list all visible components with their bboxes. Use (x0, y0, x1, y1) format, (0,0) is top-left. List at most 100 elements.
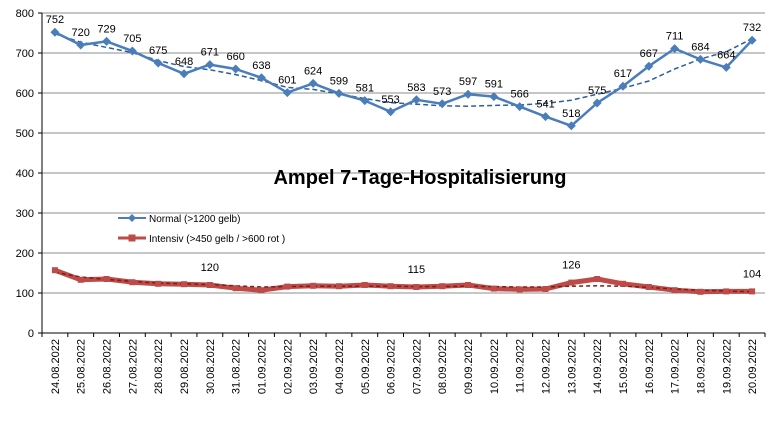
legend-item-normal[interactable]: Normal (>1200 gelb) (118, 214, 240, 225)
intensiv-point[interactable] (413, 284, 420, 290)
normal-point[interactable] (50, 27, 60, 37)
x-tick-label: 14.09.2022 (592, 339, 604, 394)
normal-point[interactable] (515, 102, 525, 112)
x-tick-label: 19.09.2022 (721, 339, 733, 394)
normal-point[interactable] (489, 92, 499, 102)
intensiv-point[interactable] (619, 280, 626, 287)
intensiv-point[interactable] (749, 288, 756, 295)
intensiv-point[interactable] (542, 286, 549, 292)
series-line-intensiv (54, 267, 753, 295)
intensiv-point[interactable] (77, 276, 84, 283)
intensiv-point[interactable] (645, 284, 652, 290)
normal-point[interactable] (592, 98, 602, 108)
y-tick-label: 100 (16, 288, 34, 300)
intensiv-point[interactable] (284, 283, 291, 290)
normal-point[interactable] (566, 121, 576, 131)
normal-point[interactable] (205, 60, 215, 70)
normal-point[interactable] (411, 95, 421, 105)
normal-point[interactable] (721, 62, 731, 72)
intensiv-point[interactable] (723, 288, 730, 295)
x-tick-label: 07.09.2022 (411, 339, 423, 394)
y-tick-label: 800 (16, 8, 34, 20)
x-tick-label: 08.09.2022 (437, 339, 449, 394)
legend: Normal (>1200 gelb) Intensiv (>450 gelb … (118, 214, 285, 245)
x-tick-label: 30.08.2022 (205, 339, 217, 394)
y-tick-label: 600 (16, 88, 34, 100)
intensiv-point[interactable] (51, 267, 58, 274)
normal-data-label: 720 (72, 27, 90, 39)
normal-data-label: 675 (149, 45, 167, 57)
gridlines (38, 12, 765, 334)
normal-point[interactable] (334, 88, 344, 98)
axes (41, 13, 766, 337)
normal-data-label: 566 (511, 89, 529, 101)
intensiv-point[interactable] (671, 287, 678, 294)
y-tick-label: 300 (16, 208, 34, 220)
intensiv-point[interactable] (697, 288, 704, 295)
x-tick-label: 03.09.2022 (308, 339, 320, 394)
normal-point[interactable] (618, 81, 628, 91)
x-tick-label: 26.08.2022 (102, 339, 114, 394)
x-tick-label: 25.08.2022 (76, 339, 88, 394)
normal-point[interactable] (282, 88, 292, 98)
intensiv-point[interactable] (516, 286, 523, 293)
x-tick-label: 17.09.2022 (670, 339, 682, 394)
normal-data-label: 601 (278, 75, 296, 87)
normal-data-label: 660 (226, 51, 244, 63)
x-tick-label: 02.09.2022 (282, 339, 294, 394)
normal-data-label: 597 (459, 76, 477, 88)
normal-point[interactable] (231, 64, 241, 74)
intensiv-point[interactable] (155, 280, 162, 287)
normal-data-label: 581 (356, 83, 374, 95)
legend-item-intensiv[interactable]: Intensiv (>450 gelb / >600 rot ) (118, 234, 285, 245)
normal-point[interactable] (747, 35, 757, 45)
normal-point[interactable] (360, 96, 370, 106)
intensiv-point[interactable] (129, 279, 136, 286)
intensiv-data-label: 120 (201, 262, 219, 274)
legend-marker-intensiv (128, 234, 136, 242)
x-tick-label: 16.09.2022 (644, 339, 656, 394)
intensiv-point[interactable] (361, 282, 368, 288)
trendline-normal (54, 33, 753, 107)
x-tick-label: 31.08.2022 (231, 339, 243, 394)
intensiv-point[interactable] (490, 285, 497, 292)
normal-point[interactable] (102, 36, 112, 46)
x-tick-label: 09.09.2022 (463, 339, 475, 394)
x-tick-label: 05.09.2022 (360, 339, 372, 394)
x-tick-label: 12.09.2022 (541, 339, 553, 394)
intensiv-point[interactable] (594, 276, 601, 282)
normal-point[interactable] (386, 107, 396, 117)
normal-point[interactable] (179, 69, 189, 79)
intensiv-point[interactable] (465, 282, 472, 288)
normal-data-label: 624 (304, 65, 322, 77)
intensiv-point[interactable] (232, 285, 239, 292)
normal-point[interactable] (437, 99, 447, 109)
normal-point[interactable] (541, 112, 551, 122)
intensiv-point[interactable] (310, 282, 317, 289)
x-tick-label: 10.09.2022 (489, 339, 501, 394)
intensiv-point[interactable] (439, 283, 446, 290)
intensiv-point[interactable] (206, 282, 213, 288)
x-tick-label: 24.08.2022 (50, 339, 62, 394)
normal-point[interactable] (127, 46, 137, 56)
normal-point[interactable] (256, 73, 266, 83)
intensiv-point[interactable] (103, 276, 110, 282)
intensiv-point[interactable] (335, 283, 342, 290)
normal-point[interactable] (153, 58, 163, 68)
normal-point[interactable] (463, 89, 473, 99)
series-layer (50, 27, 757, 295)
intensiv-point[interactable] (181, 281, 188, 288)
x-tick-label: 20.09.2022 (747, 339, 759, 394)
normal-data-label: 599 (330, 75, 348, 87)
intensiv-point[interactable] (568, 279, 575, 286)
normal-point[interactable] (76, 40, 86, 50)
intensiv-point[interactable] (387, 283, 394, 290)
normal-point[interactable] (670, 44, 680, 54)
normal-data-label: 617 (614, 68, 632, 80)
normal-point[interactable] (695, 54, 705, 64)
x-tick-label: 28.08.2022 (153, 339, 165, 394)
intensiv-point[interactable] (258, 287, 265, 294)
normal-point[interactable] (308, 78, 318, 88)
normal-point[interactable] (644, 61, 654, 71)
